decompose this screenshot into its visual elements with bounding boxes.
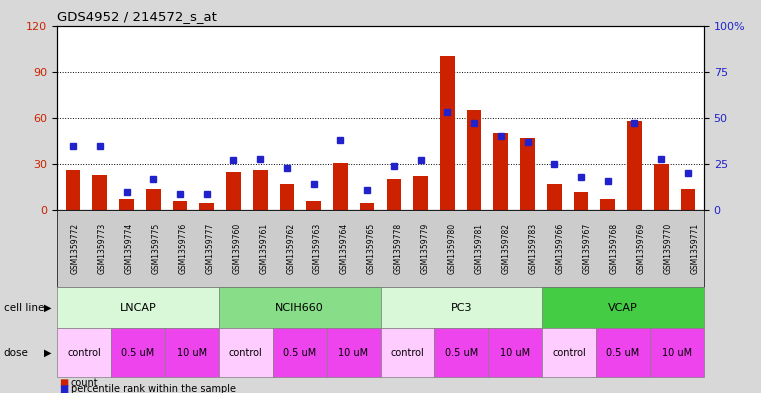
Bar (226, 172, 240, 210)
Bar (65, 170, 81, 210)
Text: ■: ■ (59, 384, 68, 393)
Text: GSM1359767: GSM1359767 (583, 223, 591, 274)
Text: GSM1359771: GSM1359771 (690, 223, 699, 274)
Text: GSM1359765: GSM1359765 (367, 223, 376, 274)
Text: 10 uM: 10 uM (500, 348, 530, 358)
Text: GSM1359768: GSM1359768 (610, 223, 619, 274)
Text: 10 uM: 10 uM (662, 348, 692, 358)
Bar (466, 110, 482, 210)
Text: GSM1359780: GSM1359780 (448, 223, 457, 274)
Text: LNCAP: LNCAP (119, 303, 156, 312)
Bar (574, 192, 588, 210)
Text: ▶: ▶ (44, 303, 52, 312)
Bar (93, 175, 107, 210)
Text: GSM1359760: GSM1359760 (232, 223, 241, 274)
Bar (387, 180, 401, 210)
Bar (360, 202, 374, 210)
Text: GSM1359763: GSM1359763 (313, 223, 322, 274)
Bar (493, 133, 508, 210)
Text: GSM1359776: GSM1359776 (178, 223, 187, 274)
Bar (413, 176, 428, 210)
Text: 0.5 uM: 0.5 uM (121, 348, 154, 358)
Text: GDS4952 / 214572_s_at: GDS4952 / 214572_s_at (57, 10, 217, 23)
Text: GSM1359769: GSM1359769 (636, 223, 645, 274)
Bar (199, 202, 214, 210)
Bar (680, 189, 696, 210)
Text: NCIH660: NCIH660 (275, 303, 324, 312)
Text: GSM1359766: GSM1359766 (556, 223, 565, 274)
Text: 0.5 uM: 0.5 uM (607, 348, 640, 358)
Text: GSM1359770: GSM1359770 (664, 223, 673, 274)
Text: GSM1359782: GSM1359782 (501, 223, 511, 274)
Text: cell line: cell line (4, 303, 44, 312)
Text: 10 uM: 10 uM (177, 348, 207, 358)
Text: control: control (229, 348, 263, 358)
Text: GSM1359778: GSM1359778 (394, 223, 403, 274)
Text: control: control (390, 348, 425, 358)
Text: control: control (552, 348, 586, 358)
Text: GSM1359777: GSM1359777 (205, 223, 215, 274)
Text: GSM1359774: GSM1359774 (125, 223, 133, 274)
Text: 0.5 uM: 0.5 uM (444, 348, 478, 358)
Text: ▶: ▶ (44, 348, 52, 358)
Bar (547, 184, 562, 210)
Text: control: control (67, 348, 101, 358)
Bar (654, 164, 668, 210)
Text: GSM1359779: GSM1359779 (421, 223, 430, 274)
Text: GSM1359775: GSM1359775 (151, 223, 161, 274)
Bar (279, 184, 295, 210)
Text: GSM1359783: GSM1359783 (529, 223, 538, 274)
Bar (333, 163, 348, 210)
Text: GSM1359773: GSM1359773 (97, 223, 107, 274)
Text: 0.5 uM: 0.5 uM (283, 348, 317, 358)
Text: GSM1359772: GSM1359772 (71, 223, 80, 274)
Text: count: count (71, 378, 98, 388)
Bar (253, 170, 268, 210)
Text: PC3: PC3 (451, 303, 472, 312)
Bar (307, 201, 321, 210)
Text: GSM1359761: GSM1359761 (260, 223, 268, 274)
Bar (440, 56, 454, 210)
Text: dose: dose (4, 348, 29, 358)
Bar (119, 200, 134, 210)
Text: percentile rank within the sample: percentile rank within the sample (71, 384, 236, 393)
Text: 10 uM: 10 uM (339, 348, 368, 358)
Text: VCAP: VCAP (608, 303, 638, 312)
Text: GSM1359781: GSM1359781 (475, 223, 484, 274)
Bar (600, 200, 615, 210)
Bar (173, 201, 187, 210)
Text: GSM1359762: GSM1359762 (286, 223, 295, 274)
Text: GSM1359764: GSM1359764 (340, 223, 349, 274)
Text: ■: ■ (59, 378, 68, 388)
Bar (146, 189, 161, 210)
Bar (627, 121, 642, 210)
Bar (521, 138, 535, 210)
